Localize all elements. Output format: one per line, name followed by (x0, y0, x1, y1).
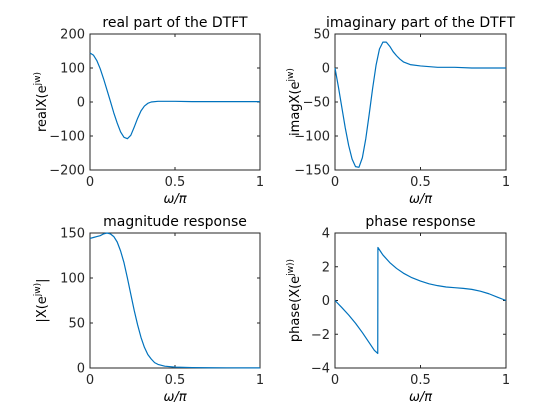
x-tick-label: 1 (502, 373, 510, 388)
y-tick-label: 50 (313, 28, 330, 43)
y-tick-label: 150 (60, 227, 85, 242)
x-tick-label: 0 (86, 373, 94, 388)
y-tick-label: 4 (322, 227, 330, 242)
x-tick-label: 0.5 (165, 373, 186, 388)
y-axis-label: |X(ejw)| (33, 278, 50, 322)
subplot-4: 0 0.5 1 −4 −2 0 2 4 phase response ω/π phase(X(ejw… (286, 214, 510, 405)
x-tick-label: 0 (331, 373, 339, 388)
x-axis-label: ω/π (163, 390, 186, 405)
y-tick-label: 0 (77, 96, 85, 111)
y-tick-label: 2 (322, 260, 330, 275)
x-tick-label: 0 (86, 175, 94, 190)
x-tick-label: 0 (331, 175, 339, 190)
y-tick-label: 0 (77, 362, 85, 377)
x-tick-label: 1 (256, 373, 264, 388)
y-tick-label: −200 (49, 164, 85, 179)
axes-box (334, 232, 507, 369)
y-tick-label: 0 (322, 62, 330, 77)
x-tick-label: 0.5 (410, 175, 431, 190)
axes-box (89, 232, 261, 369)
chart-title: real part of the DTFT (102, 15, 248, 31)
x-tick-label: 0.5 (165, 175, 186, 190)
x-axis-label: ω/π (163, 192, 186, 207)
series-line (334, 246, 507, 355)
x-axis-label: ω/π (409, 390, 432, 405)
subplot-3: 0 0.5 1 0 50 100 150 magnitude response ω/π |X(ej… (33, 214, 264, 405)
y-tick-label: −2 (311, 328, 330, 343)
series-line (89, 232, 260, 369)
series-line (89, 52, 260, 140)
chart-title: magnitude response (103, 214, 247, 230)
y-tick-label: −150 (294, 164, 330, 179)
subplot-1: 0 0.5 1 −200 −100 0 100 200 real part of the DTF… (33, 15, 264, 207)
y-tick-label: −100 (294, 130, 330, 145)
y-tick-label: −100 (49, 130, 85, 145)
x-axis-label: ω/π (409, 192, 432, 207)
y-axis-label: phase(X(ejw)) (286, 259, 303, 342)
y-tick-label: −4 (311, 362, 330, 377)
x-tick-label: 0.5 (410, 373, 431, 388)
series-line (334, 41, 506, 168)
x-tick-label: 1 (256, 175, 264, 190)
y-axis-label: realX(ejw) (33, 72, 50, 132)
y-tick-label: 100 (60, 272, 85, 287)
y-tick-label: 50 (68, 317, 85, 332)
y-tick-label: 100 (60, 62, 85, 77)
y-tick-label: 200 (60, 28, 85, 43)
chart-title: phase response (365, 214, 475, 230)
y-axis-label: imagX(ejw) (286, 68, 303, 136)
y-tick-label: −50 (303, 96, 330, 111)
y-tick-label: 0 (322, 294, 330, 309)
axes-box (334, 33, 507, 171)
x-tick-label: 1 (502, 175, 510, 190)
chart-title: imaginary part of the DTFT (326, 15, 515, 31)
